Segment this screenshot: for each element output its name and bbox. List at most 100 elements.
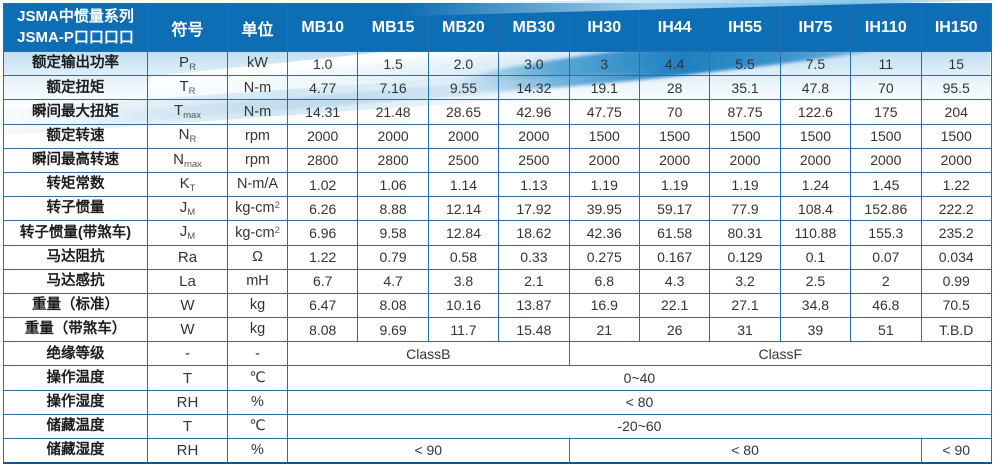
value-cell-9-3: 2.1 xyxy=(498,268,570,294)
value-cell-16-1: < 80 xyxy=(568,437,922,464)
spec-table-body: 额定输出功率 PR kW 1.0 1.5 2.0 3.0 3 4.4 5.5 7.5 11 15 额定扭矩… xyxy=(3,50,992,464)
value-cell-7-3: 18.62 xyxy=(498,220,570,246)
row-unit: kg xyxy=(227,317,288,343)
value-cell-5-9: 1.22 xyxy=(920,171,992,198)
value-cell-4-9: 2000 xyxy=(920,147,992,173)
value-cell-11-7: 39 xyxy=(779,317,852,343)
row-symbol: JM xyxy=(147,196,228,222)
value-cell-10-4: 16.9 xyxy=(568,292,640,319)
value-cell-8-7: 0.1 xyxy=(779,244,852,270)
value-cell-8-8: 0.07 xyxy=(850,244,922,270)
row-symbol: W xyxy=(147,317,228,343)
value-cell-2-9: 204 xyxy=(920,99,992,125)
row-label: 额定扭矩 xyxy=(3,75,148,101)
model-column-header-ih75: IH75 xyxy=(779,3,852,52)
value-cell-2-6: 87.75 xyxy=(709,99,781,125)
value-cell-16-2: < 90 xyxy=(920,437,992,464)
row-unit: ℃ xyxy=(227,365,288,391)
row-symbol: Tmax xyxy=(147,99,228,125)
value-cell-9-2: 3.8 xyxy=(427,268,500,294)
value-cell-1-0: 4.77 xyxy=(286,75,359,101)
model-column-header-ih150: IH150 xyxy=(920,3,992,52)
value-cell-0-5: 4.4 xyxy=(638,50,711,77)
value-cell-9-6: 3.2 xyxy=(709,268,781,294)
value-cell-8-1: 0.79 xyxy=(357,244,429,270)
value-cell-5-7: 1.24 xyxy=(779,171,852,198)
value-cell-9-8: 2 xyxy=(850,268,922,294)
value-cell-11-8: 51 xyxy=(850,317,922,343)
spec-row-1: 额定扭矩 TR N-m 4.77 7.16 9.55 14.32 19.1 28 35.1 47.8… xyxy=(3,75,992,101)
value-cell-12-0: ClassB xyxy=(287,341,570,367)
row-symbol: JM xyxy=(147,220,228,246)
value-cell-7-1: 9.58 xyxy=(357,220,429,246)
spec-row-6: 转子惯量 JM kg-cm2 6.26 8.88 12.14 17.92 39.95 59.17… xyxy=(3,196,992,222)
value-cell-8-5: 0.167 xyxy=(638,244,711,270)
value-cell-3-5: 1500 xyxy=(638,123,711,149)
model-column-header-mb10: MB10 xyxy=(286,3,359,52)
row-unit: rpm xyxy=(227,123,288,149)
value-cell-0-6: 5.5 xyxy=(709,50,781,77)
row-unit: kW xyxy=(227,50,288,77)
series-title-line1: JSMA中惯量系列 xyxy=(17,8,134,26)
value-cell-9-0: 6.7 xyxy=(286,268,359,294)
row-symbol: KT xyxy=(147,171,228,198)
value-cell-1-9: 95.5 xyxy=(920,75,992,101)
value-cell-8-6: 0.129 xyxy=(709,244,781,270)
row-label: 储藏温度 xyxy=(3,413,148,440)
value-cell-4-2: 2500 xyxy=(427,147,500,173)
row-label: 绝缘等级 xyxy=(3,341,148,367)
row-unit: N-m xyxy=(227,75,288,101)
row-label: 储藏湿度 xyxy=(3,437,148,464)
value-cell-1-6: 35.1 xyxy=(709,75,781,101)
value-cell-7-5: 61.58 xyxy=(638,220,711,246)
value-cell-5-4: 1.19 xyxy=(568,171,640,198)
value-cell-3-4: 1500 xyxy=(568,123,640,149)
row-unit: % xyxy=(227,437,288,464)
row-label: 瞬间最高转速 xyxy=(3,147,148,173)
spec-row-15: 储藏温度 T ℃ -20~60 xyxy=(3,413,992,440)
row-unit: N-m xyxy=(227,99,288,125)
spec-row-14: 操作湿度 RH% < 80 xyxy=(3,389,992,415)
row-unit: kg xyxy=(227,292,288,319)
value-cell-7-2: 12.84 xyxy=(427,220,500,246)
value-cell-16-0: < 90 xyxy=(287,437,570,464)
row-symbol: W xyxy=(147,292,228,319)
row-symbol: NR xyxy=(147,123,228,149)
value-cell-5-6: 1.19 xyxy=(709,171,781,198)
value-cell-6-4: 39.95 xyxy=(568,196,640,222)
value-cell-0-7: 7.5 xyxy=(779,50,852,77)
series-title-line2: JSMA-P口口口口 xyxy=(17,28,134,46)
value-cell-4-4: 2000 xyxy=(568,147,640,173)
value-cell-2-7: 122.6 xyxy=(779,99,852,125)
value-cell-9-7: 2.5 xyxy=(779,268,852,294)
value-cell-7-8: 155.3 xyxy=(850,220,922,246)
value-cell-8-0: 1.22 xyxy=(286,244,359,270)
value-cell-10-9: 70.5 xyxy=(920,292,992,319)
value-cell-3-0: 2000 xyxy=(286,123,359,149)
value-cell-11-9: T.B.D xyxy=(920,317,992,343)
row-label: 额定转速 xyxy=(3,123,148,149)
row-unit: ℃ xyxy=(227,413,288,440)
value-cell-7-0: 6.96 xyxy=(286,220,359,246)
value-cell-4-6: 2000 xyxy=(709,147,781,173)
value-cell-4-8: 2000 xyxy=(850,147,922,173)
value-cell-9-9: 0.99 xyxy=(920,268,992,294)
spec-row-0: 额定输出功率 PR kW 1.0 1.5 2.0 3.0 3 4.4 5.5 7.5 11 15 xyxy=(3,50,992,77)
row-symbol: La xyxy=(147,268,228,294)
value-cell-8-4: 0.275 xyxy=(568,244,640,270)
value-cell-0-2: 2.0 xyxy=(427,50,500,77)
value-cell-9-5: 4.3 xyxy=(638,268,711,294)
value-cell-6-3: 17.92 xyxy=(498,196,570,222)
value-cell-5-2: 1.14 xyxy=(427,171,500,198)
value-cell-10-3: 13.87 xyxy=(498,292,570,319)
row-unit: mH xyxy=(227,268,288,294)
spec-table-header: JSMA中惯量系列 JSMA-P口口口口 符号 单位 MB10 MB15 MB20 MB30 I… xyxy=(3,3,992,52)
value-cell-7-6: 80.31 xyxy=(709,220,781,246)
model-column-header-ih110: IH110 xyxy=(850,3,922,52)
model-column-header-ih44: IH44 xyxy=(638,3,711,52)
spec-row-16: 储藏湿度 RH% < 90 < 80 < 90 xyxy=(3,437,992,464)
value-cell-5-1: 1.06 xyxy=(357,171,429,198)
